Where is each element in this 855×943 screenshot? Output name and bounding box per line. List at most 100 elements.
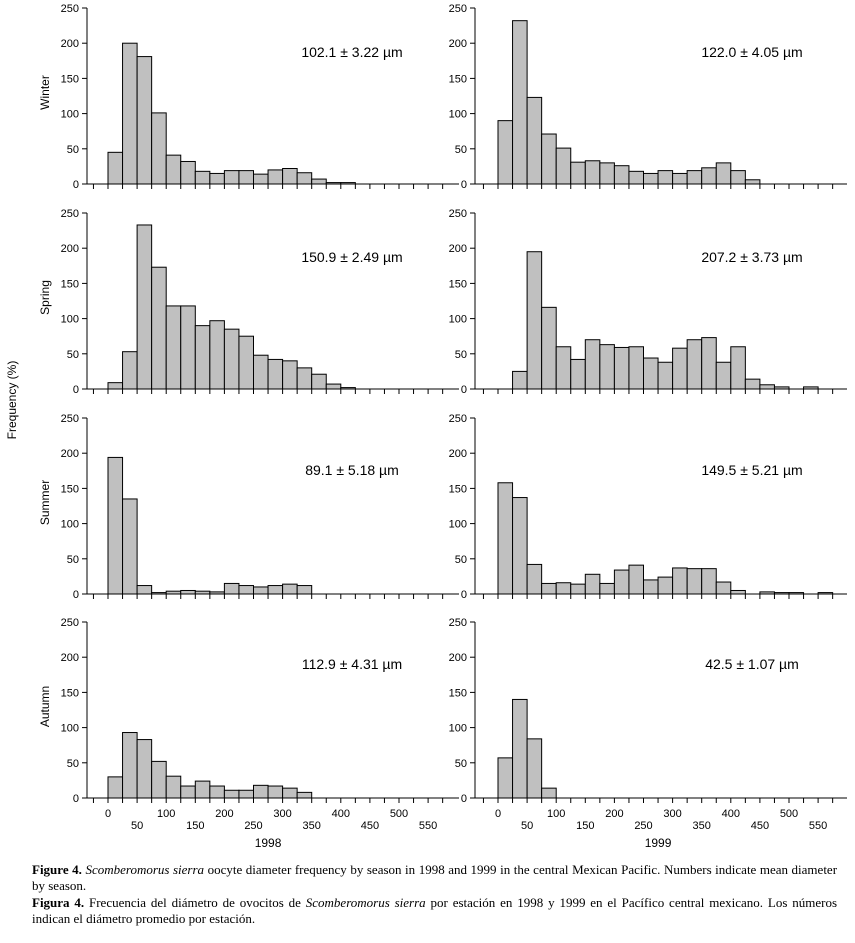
bar (296, 791, 313, 799)
bar (657, 576, 674, 595)
caption-spanish-label: Figura 4. (32, 895, 85, 910)
bar (730, 170, 746, 185)
bar (512, 497, 528, 595)
bar (599, 162, 615, 185)
y-tick-label: 0 (461, 179, 467, 191)
season-label: Autumn (38, 686, 52, 727)
bar (570, 358, 586, 390)
bar (107, 382, 124, 390)
bar (643, 579, 659, 595)
bar (497, 757, 514, 799)
x-tick-label: 200 (215, 808, 233, 820)
bar (686, 568, 703, 595)
bar (599, 344, 615, 390)
bar (122, 42, 138, 185)
mean-diameter-label: 150.9 ± 2.49 µm (301, 249, 402, 265)
bar (512, 20, 528, 185)
caption-english-species: Scomberomorus sierra (85, 862, 205, 877)
bar (599, 582, 615, 595)
y-tick-label: 0 (461, 589, 467, 601)
x-tick-label: 400 (332, 808, 350, 820)
y-tick-label: 50 (455, 758, 467, 770)
mean-diameter-label: 207.2 ± 3.73 µm (701, 249, 802, 265)
y-tick-label: 50 (67, 554, 79, 566)
bar (122, 732, 138, 799)
bar (512, 698, 528, 799)
caption-spanish-text-after: por estación en 1998 y 1999 en el Pacífi… (32, 895, 838, 926)
bar (223, 582, 240, 595)
y-tick-label: 250 (61, 3, 79, 15)
bar (555, 582, 572, 595)
caption-english: Figure 4. Scomberomorus sierra oocyte di… (32, 862, 837, 893)
y-tick-label: 200 (61, 448, 79, 460)
y-tick-label: 250 (61, 617, 79, 629)
bar (267, 585, 284, 595)
bar (253, 354, 269, 390)
x-tick-label: 150 (576, 820, 594, 832)
x-tick-label: 0 (105, 808, 111, 820)
bar (194, 170, 211, 185)
bar (311, 178, 327, 185)
year-label: 1998 (255, 836, 282, 850)
bar (672, 172, 688, 185)
bar (296, 172, 313, 185)
y-tick-label: 250 (449, 3, 467, 15)
y-tick-label: 200 (61, 652, 79, 664)
x-tick-label: 150 (186, 820, 204, 832)
caption-english-text: oocyte diameter frequency by season in 1… (32, 862, 838, 893)
bar (325, 383, 342, 390)
mean-diameter-label: 102.1 ± 3.22 µm (301, 44, 402, 60)
y-tick-label: 100 (61, 314, 79, 326)
bar (701, 167, 717, 185)
y-tick-label: 0 (73, 179, 79, 191)
x-tick-label: 500 (780, 808, 798, 820)
y-tick-label: 150 (449, 278, 467, 290)
x-tick-label: 400 (722, 808, 740, 820)
y-tick-label: 200 (61, 38, 79, 50)
y-tick-label: 50 (455, 349, 467, 361)
bar (209, 785, 225, 799)
bar (267, 169, 284, 185)
x-tick-label: 350 (693, 820, 711, 832)
y-tick-label: 200 (61, 243, 79, 255)
panel-winter-1998: 0 50 100 150 200 250 Winter 102.1 ± 3.22 µm (38, 3, 459, 191)
bar (151, 266, 167, 390)
bar (730, 346, 746, 390)
bar (541, 133, 557, 185)
bar (296, 585, 313, 595)
y-tick-label: 0 (73, 384, 79, 396)
y-tick-label: 250 (449, 413, 467, 425)
panel-winter-1999: 0 50 100 150 200 250 122.0 ± 4.05 µm (449, 3, 847, 191)
bar (701, 337, 717, 390)
bar (296, 367, 313, 390)
bar (194, 780, 211, 799)
bar (165, 305, 182, 390)
y-tick-label: 0 (461, 793, 467, 805)
x-tick-label: 100 (547, 808, 565, 820)
bar (282, 583, 298, 595)
season-label: Spring (38, 280, 52, 315)
x-tick-label: 50 (131, 820, 143, 832)
y-tick-label: 50 (455, 144, 467, 156)
y-tick-label: 50 (67, 144, 79, 156)
bar (643, 357, 659, 390)
bar (122, 498, 138, 595)
mean-diameter-label: 112.9 ± 4.31 µm (302, 656, 402, 672)
panel-summer-1999: 0 50 100 150 200 250 149.5 ± 5.21 µm (449, 413, 847, 601)
x-tick-label: 250 (244, 820, 262, 832)
bar (253, 784, 269, 799)
bar (526, 738, 543, 799)
caption-english-label: Figure 4. (32, 862, 82, 877)
mean-diameter-label: 122.0 ± 4.05 µm (701, 44, 802, 60)
caption-spanish-species: Scomberomorus sierra (305, 895, 426, 910)
bar (223, 170, 240, 185)
figure-caption: Figure 4. Scomberomorus sierra oocyte di… (32, 862, 837, 928)
x-tick-label: 200 (605, 808, 623, 820)
bar (570, 161, 586, 185)
bar (628, 346, 645, 390)
y-tick-label: 100 (449, 314, 467, 326)
bar (238, 789, 254, 799)
bar (715, 581, 732, 595)
bar (122, 351, 138, 390)
bar (238, 335, 254, 390)
